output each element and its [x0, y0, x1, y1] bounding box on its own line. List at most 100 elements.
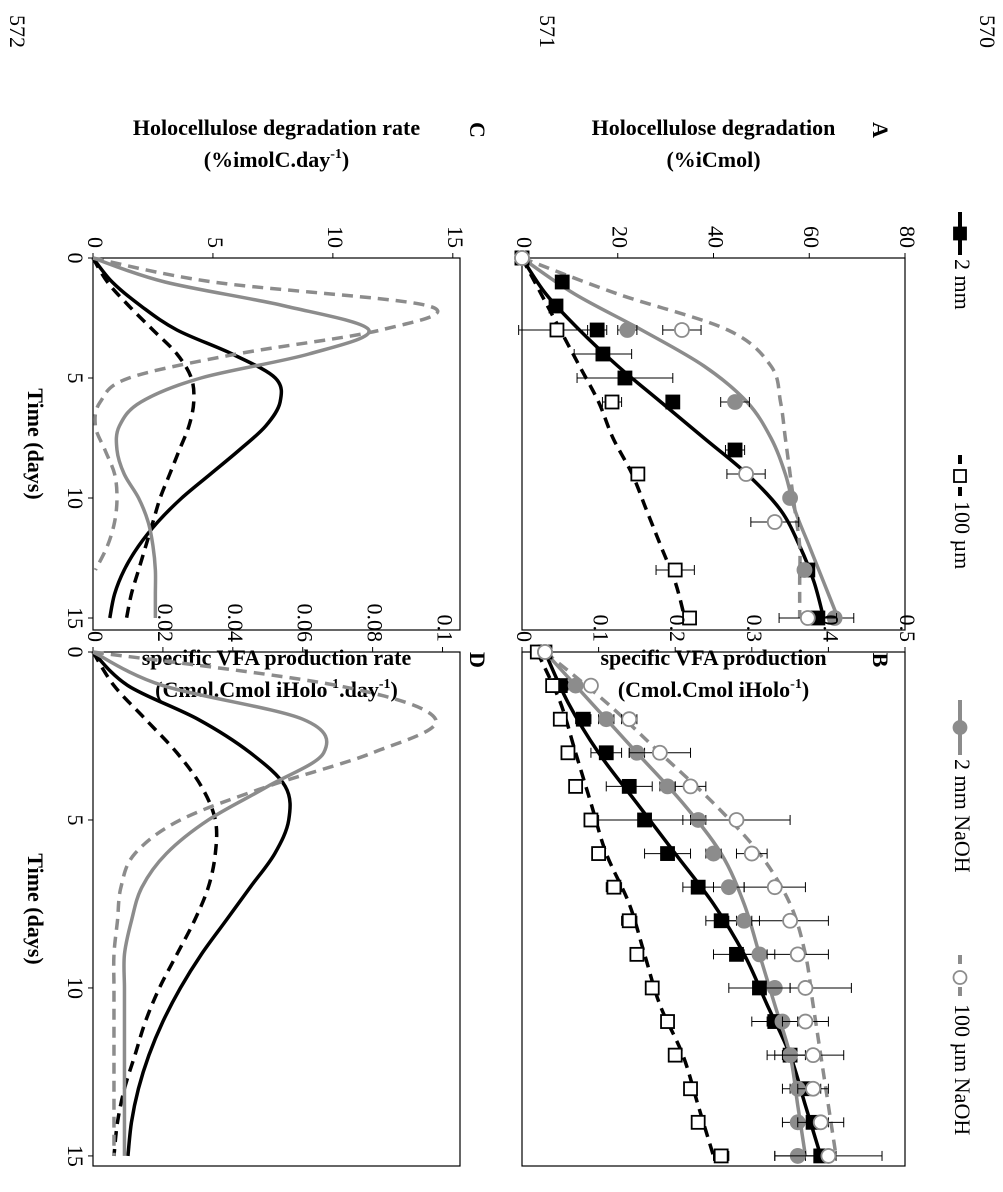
y-tick-label: 0.06 [293, 604, 318, 643]
x-tick-label: 15 [63, 1145, 88, 1167]
marker [713, 913, 729, 929]
x-tick-label: 10 [63, 977, 88, 999]
marker [683, 1081, 698, 1097]
x-tick-label: 15 [63, 607, 88, 629]
y-tick-label: 0 [512, 237, 537, 248]
y-tick-label: 5 [203, 237, 228, 248]
legend-label: 2 mm NaOH [950, 759, 975, 873]
marker [644, 980, 660, 996]
marker [583, 812, 599, 828]
series-line [91, 651, 219, 1157]
y-axis-title-part: -1 [379, 677, 391, 692]
legend-label: 2 mm [950, 259, 975, 310]
marker [583, 677, 599, 694]
fit-line [520, 257, 826, 619]
marker [659, 778, 676, 795]
panel-letter: C [465, 122, 490, 138]
marker [738, 466, 754, 482]
marker [651, 744, 668, 761]
marker [665, 394, 681, 410]
legend-entry: 100 µm NaOH [950, 955, 975, 1135]
legend-entry: 2 mm [950, 212, 975, 310]
marker [713, 1148, 729, 1164]
marker [782, 912, 799, 929]
marker [812, 1114, 829, 1131]
y-axis-title-part: ) [802, 677, 809, 702]
y-axis-title-part: -1 [330, 147, 342, 162]
fit-line [543, 650, 808, 1157]
marker [630, 466, 646, 482]
marker [799, 610, 816, 626]
marker [727, 442, 743, 458]
y-axis-title: Holocellulose degradation rate [133, 115, 420, 140]
legend-marker [953, 226, 967, 241]
x-axis-title: Time (days) [23, 853, 48, 964]
marker [751, 946, 768, 963]
y-axis-title-part: specific VFA production [600, 645, 826, 670]
plot-frame [92, 257, 461, 631]
marker [591, 846, 607, 861]
plot-frame [92, 651, 461, 1167]
panel: C Holocellulose degradation rate (%imolC.d… [23, 115, 490, 631]
series-line [92, 256, 440, 571]
marker [727, 394, 743, 410]
series-line [92, 650, 438, 1156]
marker [629, 946, 645, 962]
y-axis-title: specific VFA production [600, 645, 826, 670]
legend-label: 100 µm [950, 501, 975, 569]
marker [560, 745, 576, 761]
marker [621, 778, 637, 794]
legend-entry: 100 µm [950, 455, 975, 569]
y-axis-title-part: ) [391, 677, 398, 702]
marker [621, 711, 638, 728]
y-axis-title-part: Holocellulose degradation rate [133, 115, 420, 140]
marker [568, 778, 584, 794]
line-number: 571 [535, 15, 560, 48]
marker [728, 812, 745, 828]
marker [667, 562, 683, 578]
marker [598, 745, 614, 761]
marker [660, 846, 675, 861]
legend-marker [952, 720, 968, 735]
marker [545, 678, 561, 693]
panel-letter: A [868, 122, 893, 138]
marker [567, 677, 584, 694]
marker [690, 879, 706, 895]
rotated-page: 570 571 572 A Holocellulose degradation (%iCm… [5, 15, 1000, 1167]
marker [667, 1047, 683, 1063]
marker [743, 845, 760, 862]
x-tick-label: 0 [63, 647, 88, 658]
y-tick-label: 0.4 [818, 615, 843, 643]
marker [682, 610, 697, 626]
y-tick-label: 0 [512, 631, 537, 642]
marker [766, 514, 783, 530]
marker [720, 879, 737, 896]
marker [682, 778, 699, 795]
y-axis-title-part: ) [342, 147, 349, 172]
marker [619, 322, 636, 338]
y-tick-label: 60 [799, 226, 824, 248]
y-tick-label: 0.1 [432, 615, 457, 643]
y-tick-label: 20 [608, 226, 633, 248]
y-tick-label: 0.08 [363, 604, 388, 643]
panel-letter: D [465, 652, 490, 668]
marker [796, 562, 813, 578]
x-tick-label: 5 [63, 373, 88, 384]
y-tick-label: 15 [443, 226, 468, 248]
fit-line [535, 651, 716, 1157]
legend-entry: 2 mm NaOH [950, 700, 975, 873]
y-axis-title: specific VFA production rate [142, 645, 412, 670]
marker [549, 322, 565, 338]
marker [595, 346, 611, 362]
marker [789, 946, 806, 963]
marker [736, 912, 753, 929]
marker [537, 644, 553, 660]
marker [690, 1114, 706, 1130]
y-axis-title: (%imolC.day-1) [204, 147, 350, 172]
series-line [91, 257, 196, 619]
plot-frame [521, 651, 906, 1167]
y-tick-label: 40 [703, 226, 728, 248]
